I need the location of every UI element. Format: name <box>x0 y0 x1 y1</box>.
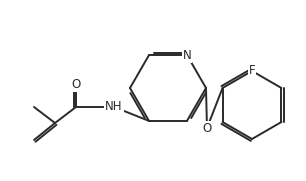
Text: NH: NH <box>105 100 123 113</box>
Text: O: O <box>71 79 80 92</box>
Text: O: O <box>202 121 212 134</box>
Text: N: N <box>183 49 191 62</box>
Text: F: F <box>249 64 255 77</box>
